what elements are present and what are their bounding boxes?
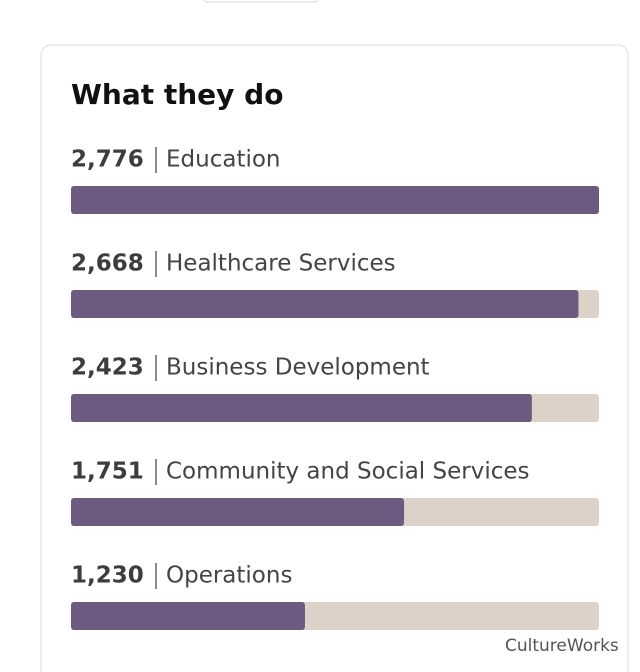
category-label: Healthcare Services [166, 251, 396, 277]
bar [71, 498, 405, 526]
value-label: 2,776 [71, 147, 144, 173]
category-label: Business Development [166, 355, 430, 381]
watermark: CultureWorks [505, 636, 619, 656]
category-label: Community and Social Services [166, 459, 530, 485]
value-label: 1,230 [71, 563, 144, 589]
value-label: 1,751 [71, 459, 144, 485]
bar [71, 602, 305, 630]
category-label: Operations [166, 563, 292, 589]
category-label: Education [166, 147, 281, 173]
tab [203, 0, 319, 3]
value-label: 2,668 [71, 251, 144, 277]
bar [71, 394, 532, 422]
value-label: 2,423 [71, 355, 144, 381]
bar [71, 290, 579, 318]
card-title: What they do [71, 78, 283, 111]
bar [71, 186, 599, 214]
